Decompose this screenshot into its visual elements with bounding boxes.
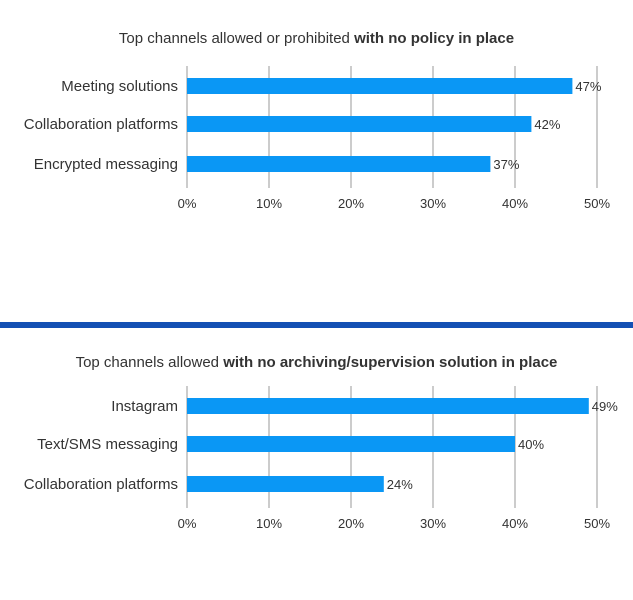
chart-panel-policy: Top channels allowed or prohibited with … (0, 30, 633, 211)
chart-title-bold: with no archiving/supervision solution i… (223, 354, 558, 371)
chart-title-plain: Top channels allowed (75, 354, 224, 371)
bar (187, 476, 384, 492)
value-label: 40% (518, 437, 544, 452)
x-tick-label: 30% (420, 196, 446, 211)
value-label: 42% (534, 117, 560, 132)
chart-title-bold: with no policy in place (354, 30, 515, 47)
x-tick-label: 0% (178, 516, 197, 531)
bar (187, 78, 573, 94)
bar (187, 436, 515, 452)
chart-title-archiving: Top channels allowed with no archiving/s… (0, 354, 633, 371)
value-label: 47% (575, 79, 601, 94)
x-tick-label: 10% (256, 516, 282, 531)
category-label: Collaboration platforms (24, 476, 178, 493)
x-tick-label: 20% (338, 516, 364, 531)
bar (187, 398, 589, 414)
x-tick-label: 10% (256, 196, 282, 211)
chart-title-policy: Top channels allowed or prohibited with … (0, 30, 633, 47)
value-label: 37% (493, 157, 519, 172)
value-label: 24% (387, 477, 413, 492)
bar-chart-archiving: 0% 10% 20% 30% 40% 50% Instagram 49% Text/SMS me… (24, 386, 618, 531)
x-tick-label: 40% (502, 516, 528, 531)
section-divider (0, 322, 633, 328)
value-label: 49% (592, 399, 618, 414)
category-label: Text/SMS messaging (37, 436, 178, 453)
category-label: Collaboration platforms (24, 116, 178, 133)
bar (187, 156, 491, 172)
chart-title-plain: Top channels allowed or prohibited (118, 30, 355, 47)
bar-chart-policy: 0% 10% 20% 30% 40% 50% Meeting solutions 47% Col… (24, 66, 610, 211)
chart-panel-archiving: Top channels allowed with no archiving/s… (0, 330, 633, 567)
category-label: Encrypted messaging (34, 156, 178, 173)
x-tick-label: 50% (584, 196, 610, 211)
x-tick-label: 40% (502, 196, 528, 211)
bar (187, 116, 532, 132)
x-tick-label: 20% (338, 196, 364, 211)
category-label: Instagram (111, 398, 178, 415)
x-tick-label: 0% (178, 196, 197, 211)
x-tick-label: 30% (420, 516, 446, 531)
x-tick-label: 50% (584, 516, 610, 531)
category-label: Meeting solutions (61, 78, 178, 95)
